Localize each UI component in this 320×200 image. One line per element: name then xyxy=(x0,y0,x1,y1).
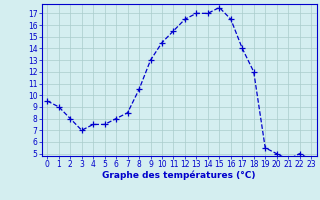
X-axis label: Graphe des températures (°C): Graphe des températures (°C) xyxy=(102,171,256,180)
